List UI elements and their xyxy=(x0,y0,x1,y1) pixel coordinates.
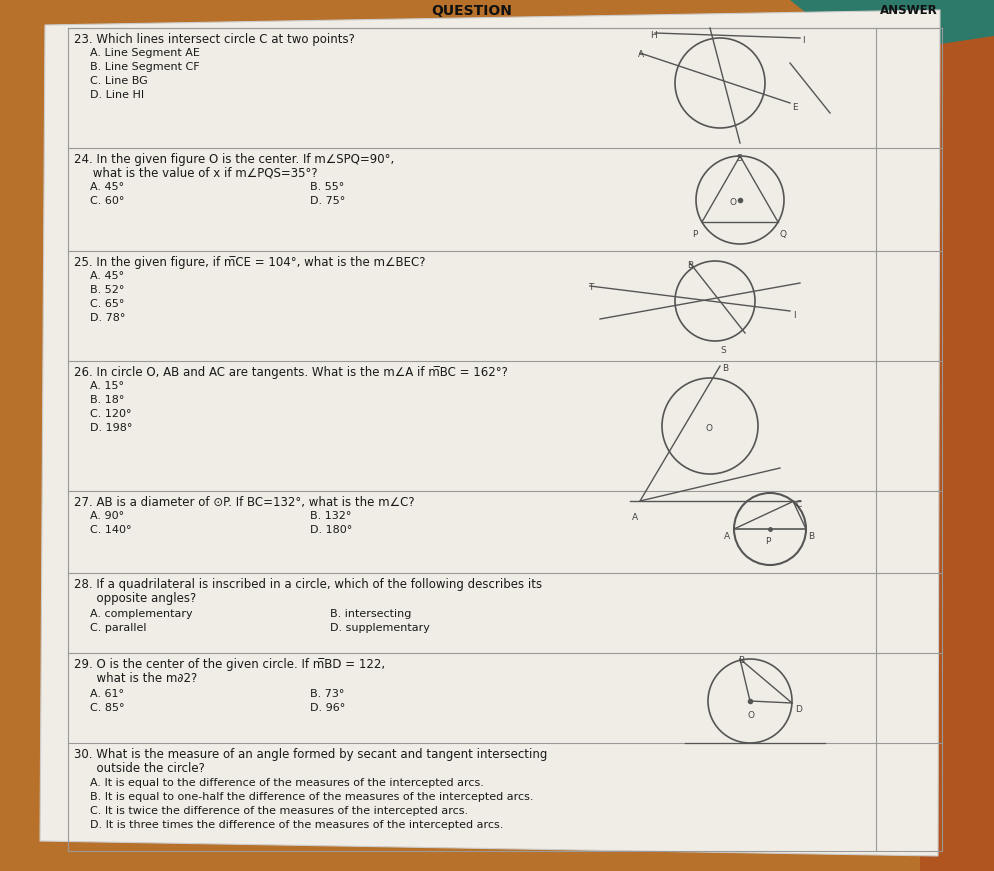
Text: 29. O is the center of the given circle. If m̅BD = 122,: 29. O is the center of the given circle.… xyxy=(74,658,385,671)
Text: P: P xyxy=(692,230,698,239)
Polygon shape xyxy=(790,0,994,56)
Text: S: S xyxy=(720,346,726,355)
Text: B. intersecting: B. intersecting xyxy=(330,609,412,619)
Text: I: I xyxy=(793,311,795,320)
Text: C. Line BG: C. Line BG xyxy=(90,76,148,86)
Text: A. It is equal to the difference of the measures of the intercepted arcs.: A. It is equal to the difference of the … xyxy=(90,778,484,788)
Text: what is the value of x if m∠PQS=35°?: what is the value of x if m∠PQS=35°? xyxy=(74,167,318,180)
Text: 24. In the given figure O is the center. If m∠SPQ=90°,: 24. In the given figure O is the center.… xyxy=(74,153,395,166)
Text: C. 140°: C. 140° xyxy=(90,525,131,535)
Text: P: P xyxy=(765,537,770,546)
Text: B. 73°: B. 73° xyxy=(310,689,344,699)
Text: I: I xyxy=(802,36,804,45)
Text: 30. What is the measure of an angle formed by secant and tangent intersecting: 30. What is the measure of an angle form… xyxy=(74,748,548,761)
Text: S: S xyxy=(736,154,742,163)
Text: D: D xyxy=(795,705,802,714)
Text: O: O xyxy=(730,198,737,207)
Text: T: T xyxy=(588,283,593,292)
Text: D. 75°: D. 75° xyxy=(310,196,345,206)
Text: ANSWER: ANSWER xyxy=(880,4,938,17)
Text: C. 60°: C. 60° xyxy=(90,196,124,206)
Text: B. 55°: B. 55° xyxy=(310,182,344,192)
Text: D. It is three times the difference of the measures of the intercepted arcs.: D. It is three times the difference of t… xyxy=(90,820,503,830)
Text: C. 85°: C. 85° xyxy=(90,703,124,713)
Text: A: A xyxy=(632,513,638,522)
Text: A. 61°: A. 61° xyxy=(90,689,124,699)
Text: A. 90°: A. 90° xyxy=(90,511,124,521)
Text: 27. AB is a diameter of ⊙P. If BC=132°, what is the m∠C?: 27. AB is a diameter of ⊙P. If BC=132°, … xyxy=(74,496,414,509)
Text: O: O xyxy=(747,711,754,720)
Text: C. 65°: C. 65° xyxy=(90,299,124,309)
Text: B. Line Segment CF: B. Line Segment CF xyxy=(90,62,200,72)
Text: outside the circle?: outside the circle? xyxy=(74,762,205,775)
Text: C. It is twice the difference of the measures of the intercepted arcs.: C. It is twice the difference of the mea… xyxy=(90,806,468,816)
Text: B. It is equal to one-half the difference of the measures of the intercepted arc: B. It is equal to one-half the differenc… xyxy=(90,792,534,802)
Text: E: E xyxy=(792,103,797,112)
Text: D. Line HI: D. Line HI xyxy=(90,90,144,100)
Text: D. supplementary: D. supplementary xyxy=(330,623,429,633)
Text: A: A xyxy=(724,532,731,541)
Polygon shape xyxy=(40,10,940,856)
Bar xyxy=(920,0,994,871)
Text: O: O xyxy=(705,424,712,433)
Text: 28. If a quadrilateral is inscribed in a circle, which of the following describe: 28. If a quadrilateral is inscribed in a… xyxy=(74,578,542,591)
Text: A. Line Segment AE: A. Line Segment AE xyxy=(90,48,200,58)
Text: A. complementary: A. complementary xyxy=(90,609,193,619)
Text: H: H xyxy=(650,31,657,40)
Text: 25. In the given figure, if m̅CE = 104°, what is the m∠BEC?: 25. In the given figure, if m̅CE = 104°,… xyxy=(74,256,425,269)
Text: QUESTION: QUESTION xyxy=(431,4,513,18)
Text: B. 18°: B. 18° xyxy=(90,395,124,405)
Text: B. 132°: B. 132° xyxy=(310,511,351,521)
Text: B: B xyxy=(687,261,693,270)
Text: 26. In circle O, AB and AC are tangents. What is the m∠A if m̅BC = 162°?: 26. In circle O, AB and AC are tangents.… xyxy=(74,366,508,379)
Text: B: B xyxy=(808,532,814,541)
Text: D. 96°: D. 96° xyxy=(310,703,345,713)
Text: D. 198°: D. 198° xyxy=(90,423,132,433)
Text: A. 15°: A. 15° xyxy=(90,381,124,391)
Text: C. parallel: C. parallel xyxy=(90,623,146,633)
Text: D. 78°: D. 78° xyxy=(90,313,125,323)
Text: B. 52°: B. 52° xyxy=(90,285,124,295)
Text: B: B xyxy=(722,364,729,373)
Text: opposite angles?: opposite angles? xyxy=(74,592,196,605)
Text: Q: Q xyxy=(780,230,787,239)
Text: C. 120°: C. 120° xyxy=(90,409,131,419)
Text: B: B xyxy=(738,656,745,665)
Text: A. 45°: A. 45° xyxy=(90,182,124,192)
Text: C: C xyxy=(795,501,801,510)
Text: 23. Which lines intersect circle C at two points?: 23. Which lines intersect circle C at tw… xyxy=(74,33,355,46)
Text: what is the m∂2?: what is the m∂2? xyxy=(74,672,197,685)
Text: A: A xyxy=(638,50,644,59)
Text: A. 45°: A. 45° xyxy=(90,271,124,281)
Text: D. 180°: D. 180° xyxy=(310,525,352,535)
